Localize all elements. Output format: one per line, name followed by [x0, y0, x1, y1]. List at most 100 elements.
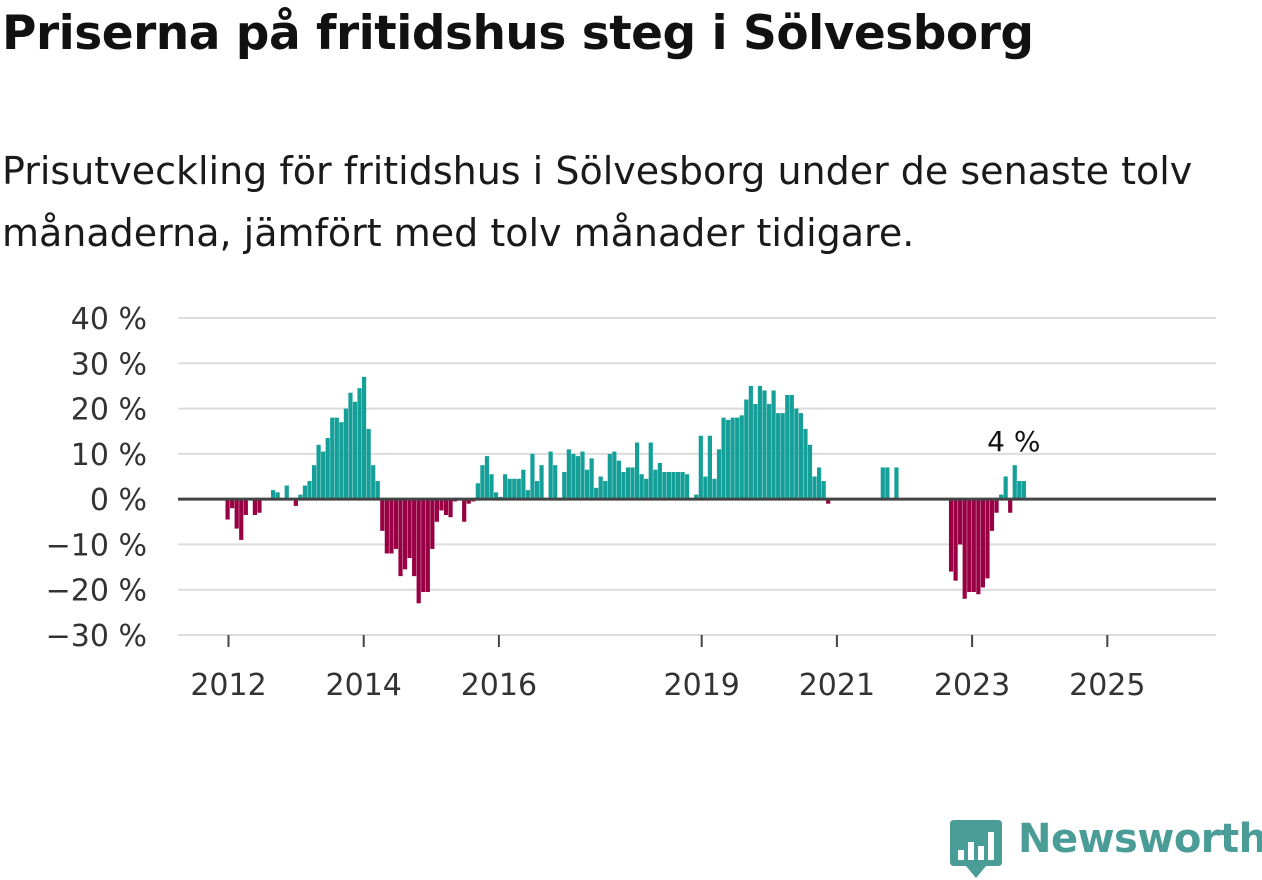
annotation-label: 4 %	[987, 425, 1040, 458]
bar-positive	[999, 494, 1004, 500]
bar-positive	[507, 478, 512, 500]
bar-positive	[894, 467, 899, 500]
bar-positive	[766, 404, 772, 500]
bar-positive	[484, 456, 490, 500]
bar-positive	[512, 478, 517, 500]
bar-positive	[621, 471, 626, 500]
newsworthy-logo-icon	[950, 820, 1002, 878]
bar-positive	[739, 415, 744, 500]
bar-negative	[225, 499, 230, 520]
bar-negative	[994, 499, 999, 513]
bar-negative	[434, 499, 439, 522]
bar-positive	[776, 413, 781, 500]
bar-positive	[334, 417, 339, 500]
bar-positive	[817, 467, 822, 500]
y-tick-label: 20 %	[71, 393, 147, 428]
bar-positive	[757, 385, 763, 500]
bar-negative	[1008, 499, 1013, 513]
bar-positive	[616, 460, 621, 500]
y-tick-label: −30 %	[46, 619, 147, 654]
bar-negative	[958, 499, 963, 545]
bar-positive	[703, 476, 708, 500]
bar-positive	[594, 487, 599, 500]
y-tick-label: −20 %	[46, 574, 147, 609]
bar-positive	[521, 469, 526, 500]
bar-negative	[257, 499, 262, 513]
bar-positive	[330, 417, 335, 500]
bar-positive	[635, 442, 640, 500]
bar-negative	[980, 499, 985, 588]
bar-positive	[580, 451, 585, 500]
bar-negative	[384, 499, 389, 554]
bar-negative	[407, 499, 412, 559]
bar-positive	[566, 449, 571, 500]
bar-negative	[948, 499, 954, 572]
x-tick-label: 2025	[1069, 668, 1145, 703]
bar-positive	[685, 474, 690, 500]
bar-positive	[362, 376, 367, 500]
bar-negative	[976, 499, 981, 595]
bar-positive	[721, 417, 726, 500]
bar-positive	[489, 474, 494, 500]
bar-positive	[653, 469, 658, 500]
bar-positive	[671, 471, 676, 500]
bar-positive	[675, 471, 681, 500]
bar-positive	[735, 417, 740, 500]
bar-negative	[962, 499, 967, 599]
bar-positive	[321, 451, 326, 500]
bar-positive	[807, 444, 813, 500]
bar-positive	[748, 385, 753, 500]
bar-positive	[571, 453, 576, 500]
bar-positive	[885, 467, 890, 500]
bar-positive	[553, 465, 558, 500]
bar-negative	[826, 499, 831, 504]
bar-positive	[284, 485, 289, 500]
bar-negative	[234, 499, 239, 529]
bar-positive	[771, 390, 776, 500]
bar-positive	[639, 474, 644, 500]
bar-positive	[366, 428, 371, 500]
bar-positive	[1017, 481, 1022, 500]
bar-positive	[812, 476, 817, 500]
bar-positive	[1021, 481, 1026, 500]
bar-positive	[680, 471, 685, 500]
x-tick-label: 2021	[799, 668, 875, 703]
bar-positive	[780, 413, 785, 500]
chart-title: Priserna på fritidshus steg i Sölvesborg	[2, 6, 1034, 61]
bar-negative	[953, 499, 958, 581]
bar-positive	[316, 444, 321, 500]
bar-positive	[339, 422, 344, 500]
bar-positive	[603, 481, 608, 500]
bar-negative	[448, 499, 453, 518]
bar-positive	[625, 467, 631, 500]
bar-positive	[798, 413, 803, 500]
bar-positive	[598, 476, 603, 500]
bar-positive	[707, 435, 712, 500]
bar-positive	[493, 492, 499, 500]
bar-negative	[293, 499, 298, 506]
bar-positive	[880, 467, 885, 500]
bar-negative	[430, 499, 435, 549]
bar-negative	[989, 499, 995, 531]
bar-positive	[821, 481, 826, 500]
brand-name: Newsworthy	[1018, 816, 1262, 862]
bar-negative	[393, 499, 399, 549]
bar-positive	[271, 490, 276, 500]
bar-positive	[375, 481, 380, 500]
bar-positive	[311, 465, 317, 500]
bar-positive	[785, 394, 790, 500]
x-tick-label: 2023	[934, 668, 1010, 703]
bar-positive	[534, 481, 540, 500]
bar-positive	[298, 494, 303, 500]
bar-negative	[398, 499, 403, 577]
bar-positive	[275, 492, 280, 500]
bar-positive	[716, 449, 722, 500]
bar-positive	[575, 456, 581, 500]
bar-negative	[412, 499, 417, 577]
bar-positive	[348, 392, 353, 500]
bar-positive	[744, 399, 749, 500]
bar-positive	[475, 483, 480, 500]
bar-positive	[794, 408, 799, 500]
bar-positive	[530, 453, 535, 500]
